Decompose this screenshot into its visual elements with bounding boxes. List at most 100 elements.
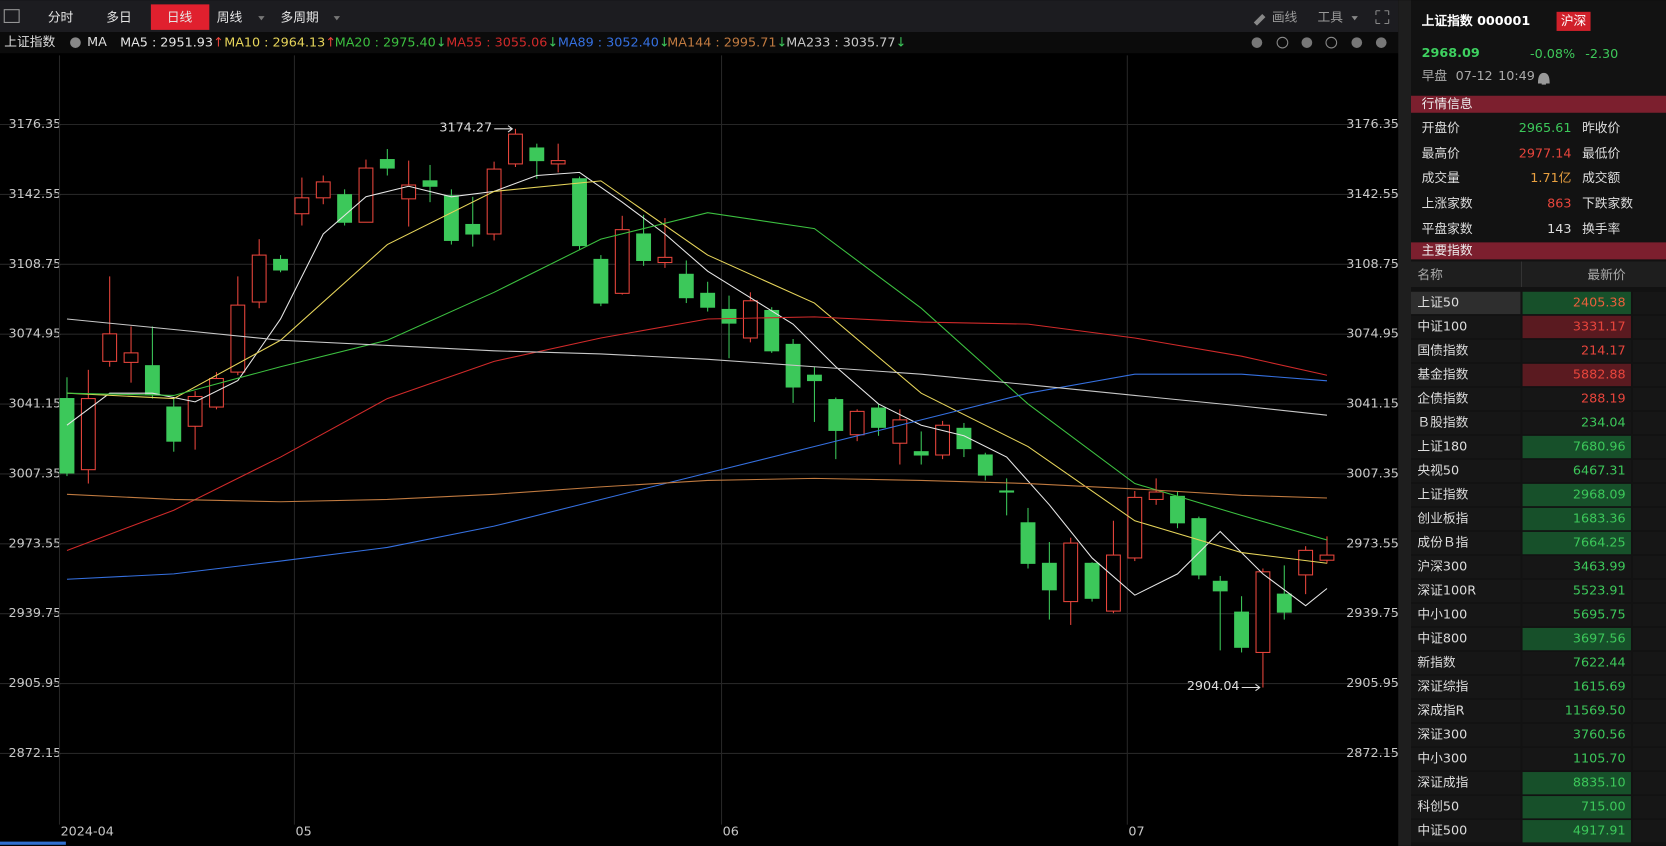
index-value[interactable]: 1615.69 [1573, 680, 1626, 695]
badge[interactable]: 沪深 [1561, 14, 1587, 29]
remove-icon[interactable] [1375, 37, 1387, 48]
index-name[interactable]: 中小100 [1417, 608, 1467, 623]
name-cell[interactable] [1411, 675, 1521, 699]
index-name[interactable]: 新指数 [1417, 655, 1455, 671]
name-cell[interactable] [1411, 603, 1521, 627]
index-value[interactable]: 3760.56 [1573, 728, 1626, 743]
dropdown-arrow[interactable] [258, 16, 265, 21]
fullscreen-icon[interactable] [1375, 10, 1390, 25]
name-cell[interactable] [1411, 387, 1521, 411]
index-name[interactable]: 上证50 [1417, 295, 1459, 310]
name-cell[interactable] [1411, 627, 1521, 651]
refresh-icon[interactable] [1325, 36, 1338, 49]
name-cell[interactable] [1411, 315, 1521, 339]
tab[interactable]: 多周期 [281, 11, 319, 26]
tab[interactable]: 多日 [106, 11, 132, 26]
index-value[interactable]: 7664.25 [1573, 536, 1626, 551]
index-name[interactable]: 国债指数 [1417, 343, 1468, 358]
index-value[interactable]: 2968.09 [1573, 488, 1626, 503]
index-name[interactable]: 基金指数 [1417, 366, 1468, 382]
name-cell[interactable] [1411, 531, 1521, 555]
value-cell[interactable] [1522, 675, 1631, 699]
name-cell[interactable] [1411, 651, 1521, 675]
value-cell[interactable] [1522, 699, 1631, 723]
index-name[interactable]: 中证500 [1417, 824, 1467, 839]
index-value[interactable]: 8835.10 [1573, 776, 1626, 791]
index-value[interactable]: 3331.17 [1573, 319, 1626, 334]
index-value[interactable]: 6467.31 [1573, 464, 1626, 479]
value-cell[interactable] [1522, 748, 1631, 771]
value-cell[interactable] [1522, 651, 1631, 675]
value-cell[interactable] [1522, 627, 1631, 651]
value-cell[interactable] [1522, 435, 1631, 459]
index-name[interactable]: 企债指数 [1417, 390, 1468, 406]
name-cell[interactable] [1411, 796, 1521, 819]
value-cell[interactable] [1522, 531, 1631, 555]
name-cell[interactable] [1411, 748, 1521, 771]
index-name[interactable]: 沪深300 [1417, 560, 1467, 575]
name-cell[interactable] [1411, 435, 1521, 459]
index-value[interactable]: 715.00 [1581, 800, 1626, 815]
value-cell[interactable] [1522, 291, 1631, 315]
name-cell[interactable] [1411, 724, 1521, 747]
index-value[interactable]: 5523.91 [1573, 584, 1626, 599]
name-cell[interactable] [1411, 459, 1521, 483]
index-name[interactable]: 深证300 [1417, 728, 1467, 743]
name-cell[interactable] [1411, 507, 1521, 531]
value-cell[interactable] [1522, 315, 1631, 339]
index-value[interactable]: 214.17 [1581, 343, 1626, 358]
index-name[interactable]: 深成指R [1417, 704, 1464, 719]
value-cell[interactable] [1522, 796, 1631, 819]
dropdown-arrow[interactable] [1351, 16, 1358, 21]
value-cell[interactable] [1522, 724, 1631, 747]
index-value[interactable]: 3697.56 [1573, 632, 1626, 647]
tab[interactable]: 周线 [217, 11, 243, 26]
index-name[interactable]: 科创50 [1417, 800, 1459, 815]
value-cell[interactable] [1522, 555, 1631, 579]
name-cell[interactable] [1411, 483, 1521, 507]
name-cell[interactable] [1411, 411, 1521, 435]
name-cell[interactable] [1411, 555, 1521, 579]
tool[interactable]: 工具 [1318, 11, 1344, 26]
value-cell[interactable] [1522, 772, 1631, 795]
index-name[interactable]: 深证综指 [1417, 680, 1468, 695]
zoom-out-icon[interactable] [1251, 37, 1263, 48]
value-cell[interactable] [1522, 387, 1631, 411]
index-value[interactable]: 7622.44 [1573, 656, 1626, 671]
index-value[interactable]: 234.04 [1581, 416, 1626, 431]
value-cell[interactable] [1522, 603, 1631, 627]
name-cell[interactable] [1411, 579, 1521, 603]
active-tab[interactable] [150, 4, 210, 30]
name-cell[interactable] [1411, 291, 1521, 315]
index-name[interactable]: 创业板指 [1417, 512, 1468, 527]
index-name[interactable]: 上证180 [1417, 440, 1467, 455]
move-icon[interactable] [1276, 36, 1289, 49]
eye-icon[interactable] [70, 37, 81, 48]
index-value[interactable]: 2405.38 [1573, 295, 1626, 310]
name-cell[interactable] [1411, 363, 1521, 387]
menu-icon[interactable] [3, 9, 20, 23]
index-value[interactable]: 7680.96 [1573, 440, 1626, 455]
indicator[interactable]: MA [87, 35, 107, 50]
index-value[interactable]: 5882.88 [1573, 367, 1626, 382]
index-name[interactable]: 深证100R [1417, 584, 1476, 599]
index-name[interactable]: Ｂ股指数 [1417, 416, 1468, 431]
index-value[interactable]: 5695.75 [1573, 608, 1626, 623]
name-cell[interactable] [1411, 820, 1521, 843]
name-cell[interactable] [1411, 699, 1521, 723]
index-value[interactable]: 11569.50 [1565, 704, 1626, 719]
index-name[interactable]: 成份Ｂ指 [1417, 536, 1468, 551]
value-cell[interactable] [1522, 339, 1631, 363]
index-name[interactable]: 央视50 [1417, 464, 1459, 479]
name-cell[interactable] [1411, 339, 1521, 363]
value-cell[interactable] [1522, 820, 1631, 843]
index-value[interactable]: 4917.91 [1573, 824, 1626, 839]
index-name[interactable]: 中小300 [1417, 752, 1467, 767]
add-icon[interactable] [1351, 37, 1363, 48]
value-cell[interactable] [1522, 363, 1631, 387]
index-name[interactable]: 中证800 [1417, 632, 1467, 647]
settings-icon[interactable] [1301, 37, 1313, 48]
dropdown-arrow[interactable] [333, 16, 340, 21]
pencil-icon[interactable] [1253, 13, 1266, 26]
name-cell[interactable] [1411, 772, 1521, 795]
